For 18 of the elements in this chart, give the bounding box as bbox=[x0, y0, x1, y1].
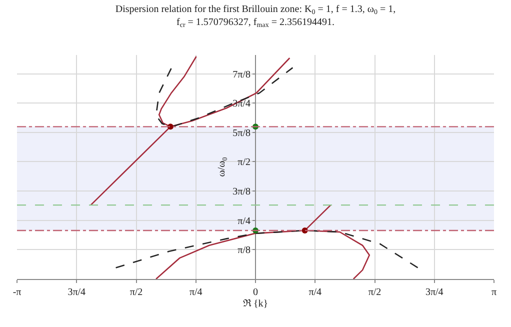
x-tick-label: π bbox=[491, 287, 497, 298]
x-axis-title: ℜ {k} bbox=[242, 298, 268, 310]
y-tick-label: π/2 bbox=[238, 157, 250, 168]
y-tick-label: 3π/4 bbox=[232, 98, 250, 110]
y-tick-label: π/8 bbox=[238, 245, 250, 256]
x-tick-label: π/4 bbox=[189, 287, 202, 298]
x-tick-label: 0 bbox=[253, 287, 258, 298]
x-tick-label: π/2 bbox=[130, 287, 143, 298]
x-tick-label: π/4 bbox=[308, 287, 322, 298]
y-tick-label: 7π/8 bbox=[232, 69, 250, 80]
x-tick-label: 3π/4 bbox=[68, 287, 86, 298]
x-tick-label: π/2 bbox=[368, 287, 382, 298]
y-tick-label: π/4 bbox=[238, 216, 250, 227]
chart-title: Dispersion relation for the first Brillouin zone: K$_{0}$ = 1, f = 1.3, ω$_{0}$ = 1, f$_{cr}$ = 1.570796327, f$_{max}$ = 2.356194491. bbox=[115, 4, 396, 30]
y-tick-label: 5π/8 bbox=[232, 128, 250, 139]
x-tick-label: -π bbox=[12, 287, 22, 298]
x-tick-label: 3π/4 bbox=[425, 287, 444, 298]
y-tick-label: 3π/8 bbox=[232, 186, 250, 198]
